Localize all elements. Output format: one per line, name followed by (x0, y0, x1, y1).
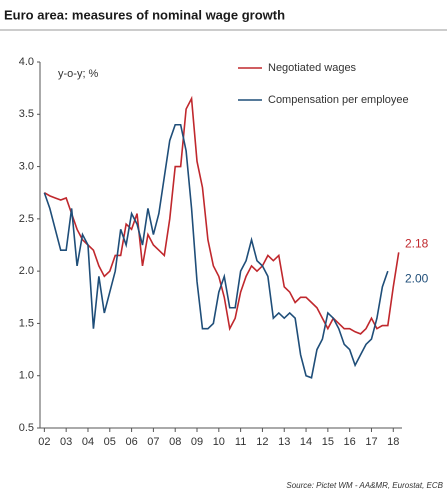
x-tick-label: 14 (300, 436, 312, 448)
x-tick-label: 03 (60, 436, 72, 448)
x-tick-label: 11 (235, 436, 246, 448)
y-tick-label: 3.0 (19, 160, 34, 172)
legend-label: Compensation per employee (268, 94, 409, 106)
y-tick-label: 4.0 (19, 56, 34, 68)
x-tick-label: 10 (213, 436, 225, 448)
chart-title: Euro area: measures of nominal wage grow… (4, 7, 285, 22)
x-tick-label: 16 (344, 436, 356, 448)
x-tick-label: 18 (387, 436, 399, 448)
x-tick-label: 04 (82, 436, 94, 448)
x-tick-label: 08 (169, 436, 181, 448)
x-tick-label: 13 (278, 436, 290, 448)
y-tick-label: 0.5 (19, 422, 34, 434)
x-tick-label: 17 (365, 436, 377, 448)
y-tick-label: 1.5 (19, 317, 34, 329)
x-tick-label: 09 (191, 436, 203, 448)
y-tick-label: 1.0 (19, 370, 34, 382)
series-line (43, 95, 400, 335)
y-tick-label: 3.5 (19, 108, 34, 120)
x-tick-label: 06 (125, 436, 137, 448)
end-label: 2.00 (405, 271, 429, 285)
legend-label: Negotiated wages (268, 62, 357, 74)
x-tick-label: 15 (322, 436, 334, 448)
y-tick-label: 2.0 (19, 265, 34, 277)
x-tick-label: 12 (256, 436, 268, 448)
y-tick-label: 2.5 (19, 213, 34, 225)
source: Source: Pictet WM - AA&MR, Eurostat, ECB (286, 481, 443, 490)
series-line (43, 123, 389, 379)
y-axis-label: y-o-y; % (58, 68, 99, 80)
x-tick-label: 07 (147, 436, 159, 448)
x-tick-label: 02 (38, 436, 50, 448)
x-tick-label: 05 (104, 436, 116, 448)
end-label: 2.18 (405, 236, 429, 250)
